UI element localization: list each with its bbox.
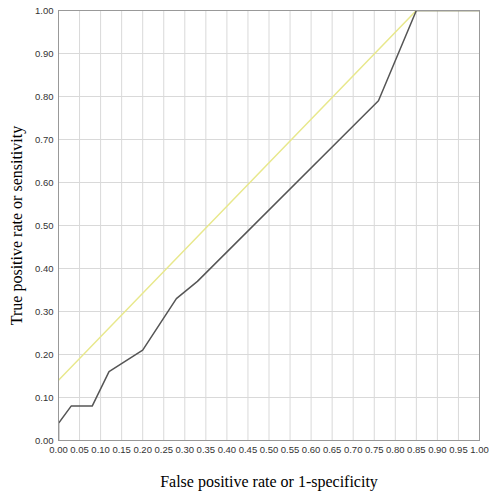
svg-text:0.20: 0.20 [133,444,152,455]
svg-text:1.00: 1.00 [470,444,489,455]
svg-text:0.25: 0.25 [155,444,174,455]
svg-text:0.30: 0.30 [176,444,195,455]
svg-text:0.65: 0.65 [323,444,342,455]
svg-text:True positive rate or sensitiv: True positive rate or sensitivity [8,126,26,325]
svg-text:0.50: 0.50 [260,444,279,455]
svg-text:0.90: 0.90 [35,48,54,59]
svg-text:False positive rate or 1-speci: False positive rate or 1-specificity [160,473,378,491]
svg-text:0.55: 0.55 [281,444,300,455]
svg-text:0.10: 0.10 [35,392,54,403]
svg-text:0.95: 0.95 [449,444,468,455]
svg-text:0.00: 0.00 [35,434,54,446]
svg-text:0.20: 0.20 [35,349,54,360]
svg-text:0.40: 0.40 [218,444,237,455]
svg-text:0.30: 0.30 [35,306,54,317]
svg-text:0.70: 0.70 [35,134,54,145]
svg-text:0.75: 0.75 [365,444,384,455]
svg-text:0.60: 0.60 [35,177,54,188]
svg-text:0.10: 0.10 [91,444,110,455]
svg-text:0.80: 0.80 [386,444,405,455]
svg-text:0.35: 0.35 [197,444,216,455]
svg-text:0.00: 0.00 [49,444,68,455]
svg-text:0.70: 0.70 [344,444,363,455]
svg-text:0.80: 0.80 [35,91,54,102]
svg-text:0.40: 0.40 [35,263,54,274]
svg-text:0.45: 0.45 [239,444,258,455]
svg-text:0.15: 0.15 [112,444,130,455]
svg-text:0.60: 0.60 [302,444,321,455]
svg-text:1.00: 1.00 [35,5,54,16]
svg-text:0.50: 0.50 [35,220,54,231]
svg-text:0.05: 0.05 [70,444,89,455]
svg-text:0.90: 0.90 [428,444,447,455]
svg-text:0.85: 0.85 [407,444,426,455]
